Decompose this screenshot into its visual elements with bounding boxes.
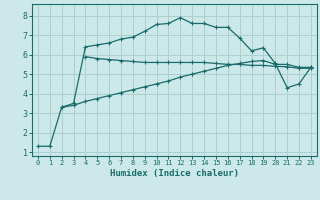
X-axis label: Humidex (Indice chaleur): Humidex (Indice chaleur) [110,169,239,178]
